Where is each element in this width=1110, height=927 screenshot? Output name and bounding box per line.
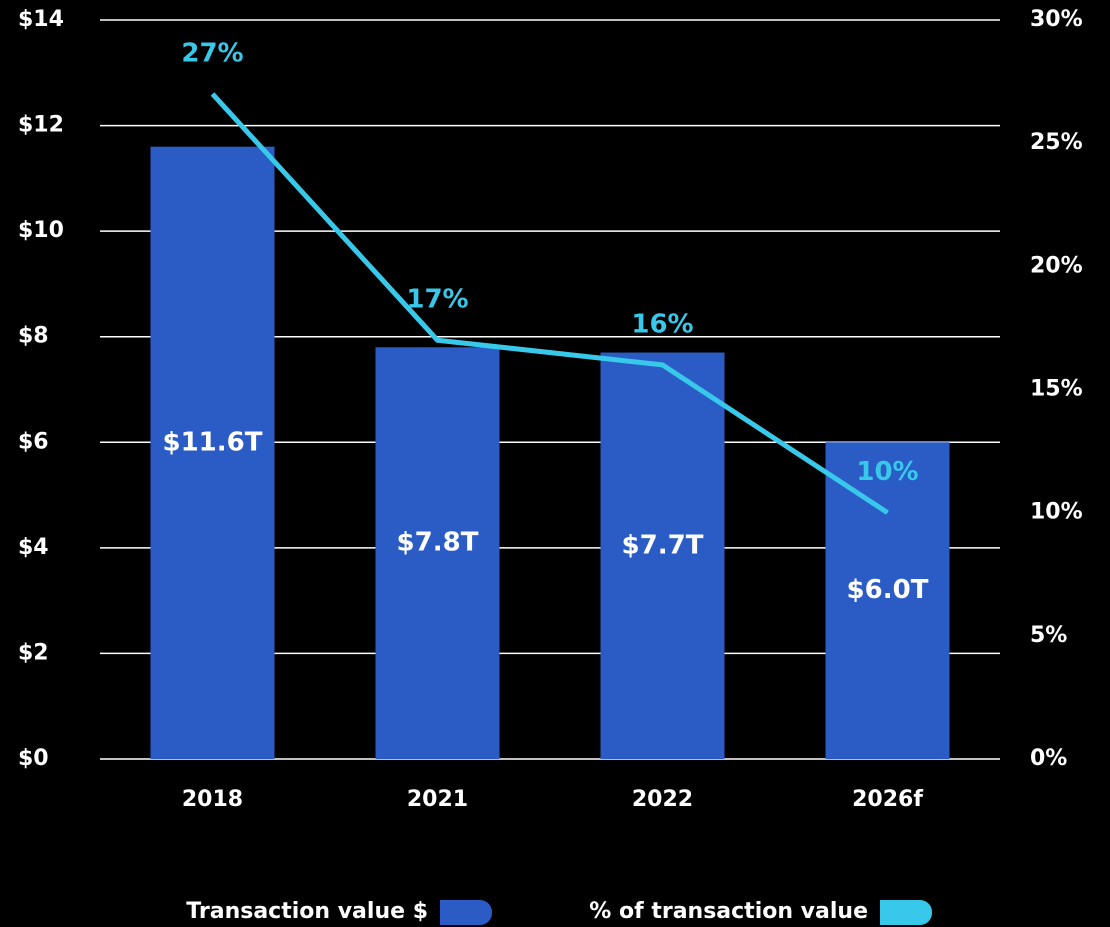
y-tick-label: $0 <box>18 746 49 771</box>
x-tick-label: 2021 <box>407 787 468 812</box>
line-value-label: 16% <box>631 309 693 339</box>
y2-tick-label: 30% <box>1030 7 1083 32</box>
bar-value-label: $7.7T <box>622 530 704 560</box>
bar-value-label: $11.6T <box>163 427 263 457</box>
y2-tick-label: 15% <box>1030 377 1083 402</box>
bar-value-label: $6.0T <box>847 575 929 605</box>
y-tick-label: $4 <box>18 535 49 560</box>
bar-value-label: $7.8T <box>397 528 479 558</box>
line <box>210 92 889 515</box>
legend-swatch-corner <box>440 900 460 925</box>
y-tick-label: $10 <box>18 218 64 243</box>
bar <box>600 352 725 759</box>
line-value-label: 17% <box>406 285 468 315</box>
bar <box>375 347 500 759</box>
x-tick-label: 2018 <box>182 787 243 812</box>
y-tick-label: $14 <box>18 7 64 32</box>
line-value-label: 27% <box>181 38 243 68</box>
y2-tick-label: 5% <box>1030 623 1067 648</box>
bar <box>825 442 950 759</box>
y-tick-label: $12 <box>18 113 64 138</box>
y2-tick-label: 10% <box>1030 500 1083 525</box>
x-tick-label: 2026f <box>852 787 923 812</box>
y-tick-label: $2 <box>18 640 49 665</box>
legend-label: % of transaction value <box>589 899 868 924</box>
y-tick-label: $6 <box>18 429 49 454</box>
legend-swatch-corner <box>880 900 900 925</box>
y2-tick-label: 25% <box>1030 130 1083 155</box>
y-tick-label: $8 <box>18 324 49 349</box>
line-value-label: 10% <box>856 457 918 487</box>
bar <box>150 146 275 759</box>
y2-tick-label: 0% <box>1030 746 1067 771</box>
legend-label: Transaction value $ <box>186 899 428 924</box>
y2-tick-label: 20% <box>1030 253 1083 278</box>
x-tick-label: 2022 <box>632 787 693 812</box>
